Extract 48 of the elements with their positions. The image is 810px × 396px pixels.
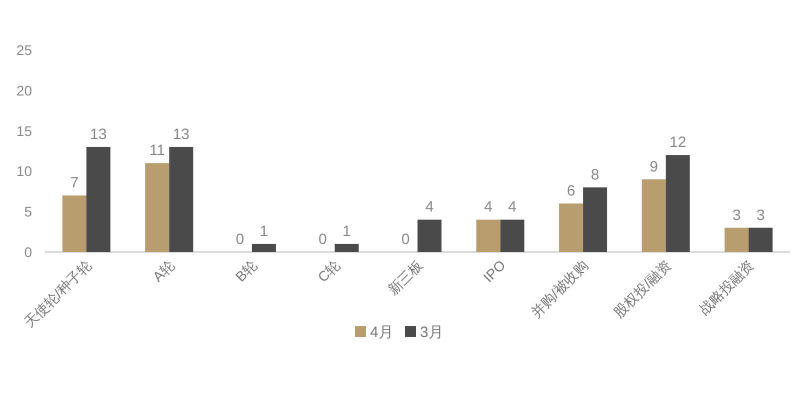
bar	[169, 146, 194, 252]
x-tick-label: 并购/被收购	[528, 256, 592, 320]
data-label: 1	[260, 222, 268, 240]
data-label: 13	[90, 126, 107, 143]
data-label: 9	[650, 158, 658, 176]
bar	[252, 244, 276, 252]
bar	[145, 163, 170, 252]
bar	[559, 204, 584, 252]
data-label: 4	[484, 198, 492, 216]
bar	[476, 220, 500, 252]
data-label: 11	[149, 142, 165, 160]
data-label: 8	[590, 166, 600, 184]
x-tick-label: IPO	[480, 256, 508, 286]
bar	[724, 228, 749, 252]
legend-label: 3月	[420, 324, 444, 341]
data-label: 4	[425, 198, 434, 216]
bar	[500, 220, 524, 252]
legend-label: 4月	[370, 324, 394, 341]
x-tick-label: 新三板	[384, 256, 426, 298]
y-tick-label: 5	[24, 204, 32, 220]
x-tick-label: C轮	[314, 256, 343, 286]
x-tick-label: B轮	[232, 256, 260, 285]
data-label: 3	[732, 206, 741, 224]
bar	[62, 195, 86, 252]
y-tick-label: 20	[16, 82, 32, 98]
data-label: 6	[566, 182, 576, 200]
data-label: 4	[508, 198, 516, 216]
bar	[748, 228, 773, 252]
data-label: 0	[236, 231, 244, 248]
x-tick-label: 战略投融资	[696, 256, 757, 318]
bar	[86, 146, 110, 252]
x-tick-label: A轮	[149, 256, 178, 285]
bar	[334, 244, 359, 252]
bar	[583, 187, 608, 252]
bar	[418, 220, 442, 252]
y-tick-label: 25	[16, 42, 32, 58]
data-label: 1	[342, 222, 351, 240]
data-label: 7	[70, 174, 79, 192]
bar	[642, 179, 666, 252]
data-label: 12	[669, 134, 686, 152]
y-tick-label: 15	[16, 122, 32, 139]
x-tick-label: 股权投/融资	[610, 256, 674, 320]
data-label: 13	[172, 126, 190, 143]
data-label: 0	[318, 231, 327, 248]
bar	[666, 155, 690, 252]
y-tick-label: 10	[16, 163, 32, 180]
data-label: 0	[401, 231, 410, 248]
data-label: 3	[756, 206, 765, 224]
